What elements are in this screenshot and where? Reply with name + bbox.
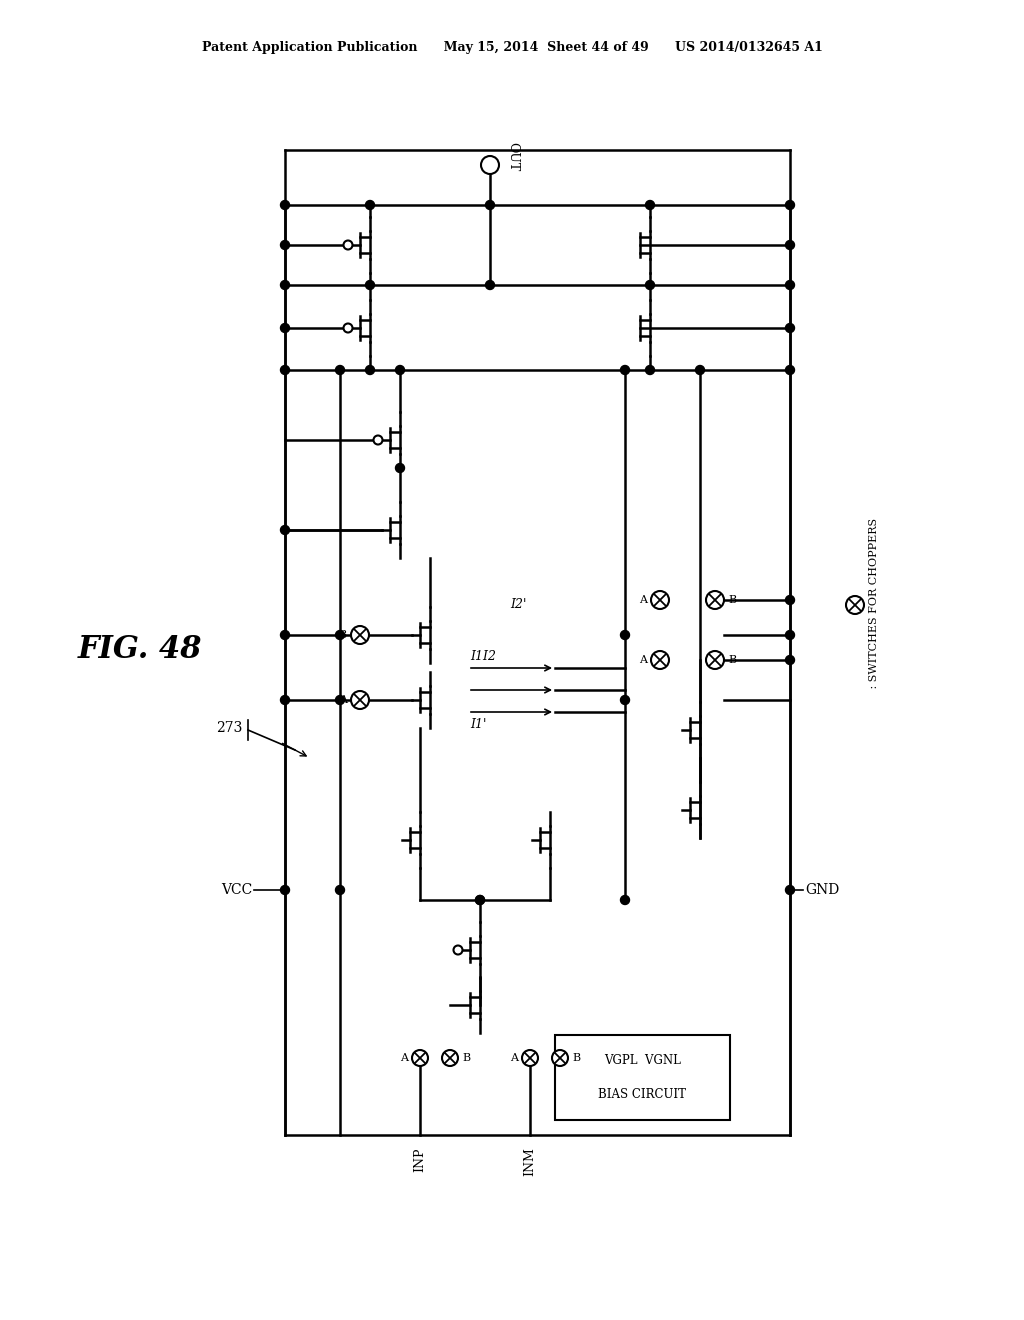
Circle shape — [785, 201, 795, 210]
Circle shape — [281, 631, 290, 639]
Circle shape — [785, 595, 795, 605]
Circle shape — [621, 366, 630, 375]
Circle shape — [336, 696, 344, 705]
Circle shape — [522, 1049, 538, 1067]
Text: A: A — [510, 1053, 518, 1063]
Circle shape — [785, 281, 795, 289]
Circle shape — [281, 366, 290, 375]
Circle shape — [485, 281, 495, 289]
Circle shape — [395, 366, 404, 375]
Text: INM: INM — [523, 1147, 537, 1176]
Circle shape — [442, 1049, 458, 1067]
Circle shape — [281, 886, 290, 895]
Circle shape — [846, 597, 864, 614]
Circle shape — [785, 656, 795, 664]
Text: B: B — [572, 1053, 581, 1063]
Circle shape — [281, 201, 290, 210]
Circle shape — [621, 895, 630, 904]
Circle shape — [475, 895, 484, 904]
Circle shape — [351, 626, 369, 644]
Circle shape — [552, 1049, 568, 1067]
Circle shape — [651, 591, 669, 609]
Circle shape — [621, 631, 630, 639]
Text: INP: INP — [414, 1147, 427, 1172]
Circle shape — [645, 366, 654, 375]
Text: VGPL  VGNL: VGPL VGNL — [604, 1053, 681, 1067]
Text: A: A — [400, 1053, 408, 1063]
Text: : SWITCHES FOR CHOPPERS: : SWITCHES FOR CHOPPERS — [869, 517, 879, 692]
Circle shape — [343, 323, 352, 333]
Circle shape — [481, 156, 499, 174]
Circle shape — [281, 525, 290, 535]
Circle shape — [374, 436, 383, 445]
Text: Patent Application Publication      May 15, 2014  Sheet 44 of 49      US 2014/01: Patent Application Publication May 15, 2… — [202, 41, 822, 54]
Circle shape — [281, 281, 290, 289]
Circle shape — [351, 690, 369, 709]
Circle shape — [366, 366, 375, 375]
Text: 273: 273 — [216, 721, 242, 735]
Circle shape — [695, 366, 705, 375]
Text: A: A — [339, 696, 347, 705]
Text: BIAS CIRCUIT: BIAS CIRCUIT — [598, 1089, 686, 1101]
Circle shape — [281, 240, 290, 249]
Text: B: B — [462, 1053, 470, 1063]
Circle shape — [706, 651, 724, 669]
Text: OUT: OUT — [506, 143, 519, 172]
Circle shape — [645, 281, 654, 289]
Circle shape — [281, 696, 290, 705]
Circle shape — [336, 366, 344, 375]
Circle shape — [645, 201, 654, 210]
Circle shape — [785, 323, 795, 333]
Circle shape — [651, 651, 669, 669]
Circle shape — [281, 323, 290, 333]
Circle shape — [785, 886, 795, 895]
Text: B: B — [728, 595, 736, 605]
Circle shape — [485, 201, 495, 210]
Text: I1': I1' — [470, 718, 486, 731]
Circle shape — [366, 201, 375, 210]
Text: A: A — [639, 655, 647, 665]
Text: VCC: VCC — [221, 883, 252, 898]
Circle shape — [621, 696, 630, 705]
Text: GND: GND — [805, 883, 840, 898]
Text: B: B — [339, 630, 347, 640]
Text: I2': I2' — [510, 598, 526, 611]
Circle shape — [412, 1049, 428, 1067]
Text: B: B — [728, 655, 736, 665]
Text: I1I2: I1I2 — [470, 649, 496, 663]
Text: FIG. 48: FIG. 48 — [78, 635, 203, 665]
Circle shape — [366, 281, 375, 289]
Circle shape — [343, 240, 352, 249]
Circle shape — [395, 463, 404, 473]
Circle shape — [785, 240, 795, 249]
Circle shape — [706, 591, 724, 609]
Circle shape — [785, 366, 795, 375]
Bar — [555, 1035, 730, 1119]
Circle shape — [336, 886, 344, 895]
Circle shape — [475, 895, 484, 904]
Circle shape — [336, 631, 344, 639]
Circle shape — [785, 631, 795, 639]
Text: A: A — [639, 595, 647, 605]
Circle shape — [454, 945, 463, 954]
